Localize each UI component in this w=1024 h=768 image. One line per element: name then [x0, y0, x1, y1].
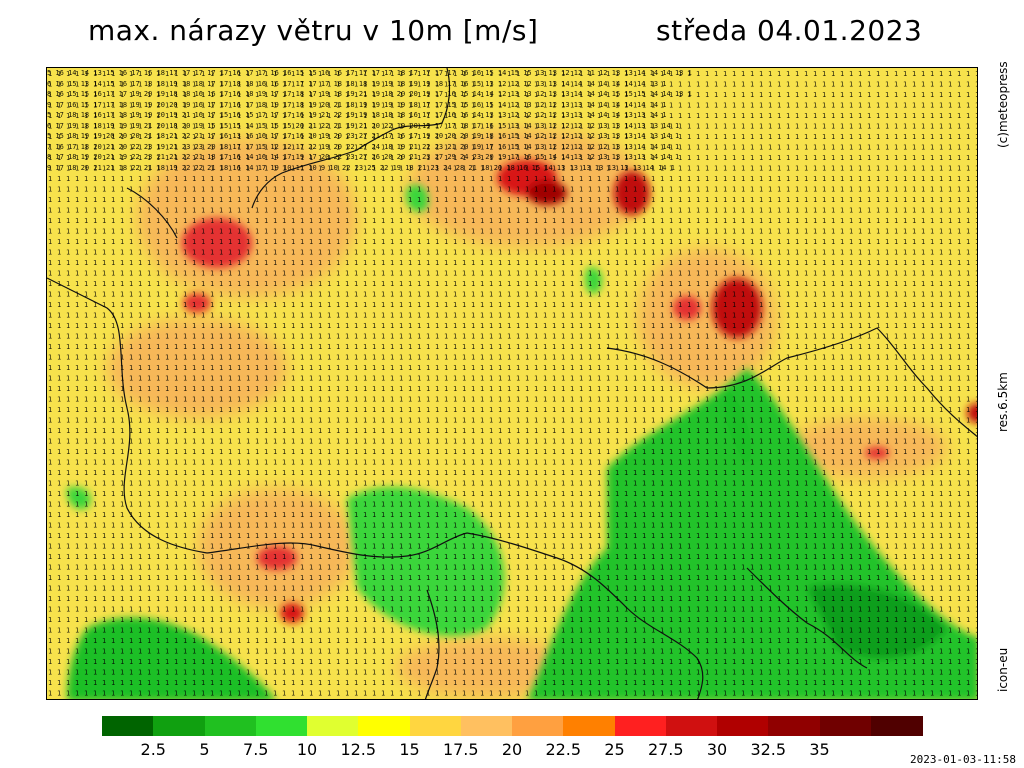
legend-swatch [819, 716, 872, 736]
legend-swatch [460, 716, 513, 736]
legend-swatch [358, 716, 410, 736]
legend-swatch [563, 716, 615, 736]
value-row: 6 16 15 13 14 15 16 17 18 18 19 18 18 17… [47, 79, 667, 88]
legend-tick-label: 7.5 [243, 740, 269, 759]
legend-swatch [255, 716, 308, 736]
wind-gust-map: 1 [46, 67, 978, 700]
legend-tick-label: 25 [604, 740, 625, 759]
legend-swatch [409, 716, 462, 736]
legend-swatch [102, 716, 154, 736]
copyright-label: (c)meteopress [996, 61, 1010, 148]
legend-swatch [204, 716, 257, 736]
timestamp: 2023-01-03-11:58 [910, 753, 1016, 766]
legend-tick-label: 5 [199, 740, 210, 759]
legend-swatch [768, 716, 820, 736]
value-rows: 5 16 14 14 13 15 16 17 16 18 17 17 17 17… [47, 68, 977, 173]
map-title: max. nárazy větru v 10m [m/s] [88, 14, 539, 47]
legend-tick-label: 12.5 [340, 740, 377, 759]
legend-tick-label: 22.5 [545, 740, 582, 759]
value-row: 6 17 19 18 18 19 19 19 21 20 18 20 19 15… [47, 121, 680, 130]
legend-tick-label: 15 [399, 740, 420, 759]
legend-swatch [153, 716, 205, 736]
legend-swatch [665, 716, 718, 736]
resolution-label: res.6.5km [996, 372, 1010, 432]
value-row: 5 15 18 19 19 20 20 20 21 18 21 22 21 17… [47, 132, 680, 140]
value-row: 8 16 15 15 16 17 17 19 20 19 18 18 16 16… [47, 90, 692, 98]
legend-swatch [307, 716, 359, 736]
value-row: 9 17 18 20 21 21 18 22 21 18 19 22 22 21… [47, 163, 675, 172]
value-row: 8 17 18 19 20 21 19 22 23 21 21 22 21 18… [47, 153, 680, 161]
legend-tick-label: 30 [706, 740, 728, 759]
legend-swatch [614, 716, 667, 736]
value-row: 9 17 16 15 17 17 18 19 19 20 20 19 16 17… [47, 100, 667, 109]
legend-swatch [870, 716, 923, 736]
legend-tick-label: 2.5 [140, 740, 166, 759]
value-row: 7 16 17 18 20 21 20 22 23 19 21 23 23 20… [47, 142, 680, 151]
legend-tick-label: 27.5 [647, 740, 684, 759]
value-grid [47, 68, 977, 699]
legend-tick-label: 17.5 [442, 740, 479, 759]
legend-tick-label: 32.5 [750, 740, 787, 759]
value-row: 5 17 18 18 16 17 18 19 19 20 19 21 16 17… [47, 111, 667, 119]
model-label: icon-eu [996, 647, 1010, 692]
legend-tick-label: 20 [501, 740, 523, 759]
legend-tick-label: 35 [809, 740, 830, 759]
legend-tick-label: 10 [296, 740, 318, 759]
value-row: 5 16 14 14 13 15 16 17 16 18 17 17 17 17… [47, 69, 692, 77]
map-canvas: 1 [47, 68, 977, 699]
legend-swatch [512, 716, 564, 736]
legend-swatch [717, 716, 769, 736]
map-date: středa 04.01.2023 [656, 14, 923, 47]
